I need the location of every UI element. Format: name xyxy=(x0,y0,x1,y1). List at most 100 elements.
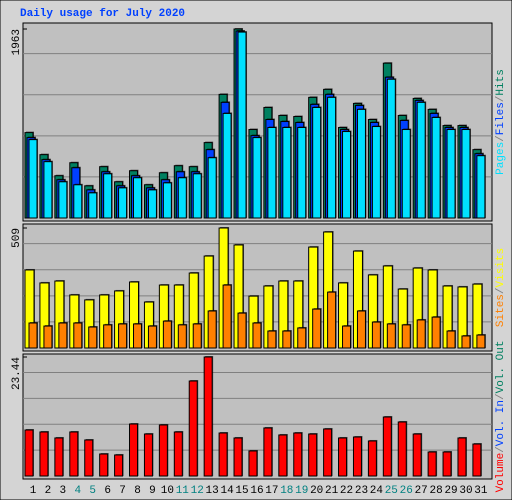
x-tick-label: 30 xyxy=(459,485,472,497)
bar xyxy=(43,161,53,219)
x-tick-label: 7 xyxy=(119,485,126,497)
legend: Pages/Files/Hits xyxy=(495,69,507,175)
chart-title: Daily usage for July 2020 xyxy=(20,8,185,20)
bar xyxy=(103,324,113,349)
bar xyxy=(207,310,217,349)
bar xyxy=(24,429,34,477)
bar xyxy=(308,433,318,477)
x-tick-label: 21 xyxy=(325,485,339,497)
bar xyxy=(188,380,198,477)
bar xyxy=(222,112,232,219)
bar xyxy=(162,182,172,219)
bar xyxy=(158,424,168,477)
bar xyxy=(143,433,153,477)
x-tick-label: 9 xyxy=(149,485,156,497)
bar xyxy=(401,324,411,349)
x-tick-label: 18 xyxy=(280,485,293,497)
x-tick-label: 13 xyxy=(206,485,219,497)
x-tick-label: 14 xyxy=(220,485,234,497)
bar xyxy=(431,116,441,219)
bar xyxy=(267,126,277,219)
y-tick-label: 1963 xyxy=(11,29,23,55)
bar xyxy=(173,431,183,477)
x-tick-label: 6 xyxy=(104,485,111,497)
bar xyxy=(356,108,366,219)
y-tick-label: 509 xyxy=(11,228,23,248)
x-tick-label: 25 xyxy=(385,485,398,497)
bar xyxy=(88,326,98,349)
legend-entry: Hits xyxy=(495,69,507,95)
legend-entry: Visits xyxy=(495,248,507,288)
bar xyxy=(118,187,128,219)
legend-entry: Volume xyxy=(495,453,507,493)
bar xyxy=(371,126,381,219)
legend: Sites/Visits xyxy=(495,248,507,327)
bar xyxy=(118,323,128,349)
bar xyxy=(192,173,202,219)
bar xyxy=(427,451,437,477)
legend-separator: / xyxy=(495,287,507,294)
x-tick-label: 17 xyxy=(265,485,278,497)
bar xyxy=(147,325,157,349)
legend-entry: Pages xyxy=(495,142,507,175)
bar xyxy=(248,450,258,477)
bar xyxy=(416,101,426,219)
bar xyxy=(416,319,426,349)
bar xyxy=(252,322,262,349)
legend-entry: Files xyxy=(495,102,507,135)
bar xyxy=(342,131,352,219)
bar xyxy=(28,322,38,349)
x-tick-label: 23 xyxy=(355,485,368,497)
bar xyxy=(386,323,396,349)
x-tick-label: 5 xyxy=(89,485,96,497)
x-tick-label: 3 xyxy=(60,485,67,497)
x-tick-label: 4 xyxy=(74,485,81,497)
x-tick-label: 22 xyxy=(340,485,353,497)
bar xyxy=(397,421,407,477)
bar xyxy=(323,428,333,477)
bar xyxy=(218,432,228,477)
x-tick-label: 12 xyxy=(191,485,204,497)
x-tick-label: 8 xyxy=(134,485,141,497)
x-tick-label: 16 xyxy=(250,485,263,497)
x-tick-label: 29 xyxy=(444,485,457,497)
bar xyxy=(69,431,79,477)
bar xyxy=(412,433,422,477)
bar xyxy=(446,330,456,349)
y-tick-label: 23.44 xyxy=(11,357,23,390)
bar xyxy=(293,432,303,477)
bar xyxy=(461,335,471,349)
bar xyxy=(162,320,172,349)
bar xyxy=(282,126,292,219)
bar xyxy=(401,129,411,219)
bar xyxy=(472,443,482,477)
bar xyxy=(371,321,381,349)
bar xyxy=(73,322,83,349)
bar xyxy=(312,308,322,349)
legend: Volume/Vol. In/Vol. Out xyxy=(495,341,507,493)
bar xyxy=(461,129,471,219)
bar xyxy=(442,451,452,477)
x-tick-label: 10 xyxy=(161,485,174,497)
x-tick-label: 11 xyxy=(176,485,190,497)
x-tick-label: 19 xyxy=(295,485,308,497)
bar xyxy=(43,325,53,349)
x-tick-label: 15 xyxy=(235,485,248,497)
bar xyxy=(252,137,262,219)
x-tick-label: 2 xyxy=(45,485,52,497)
bar xyxy=(39,431,49,477)
legend-entry: Sites xyxy=(495,294,507,327)
bar xyxy=(327,291,337,349)
x-tick-label: 24 xyxy=(370,485,384,497)
bar xyxy=(457,437,467,477)
bar xyxy=(88,192,98,219)
bar xyxy=(446,129,456,219)
legend-separator: / xyxy=(495,135,507,142)
legend-separator: / xyxy=(495,96,507,103)
bar xyxy=(237,312,247,349)
x-tick-label: 28 xyxy=(430,485,443,497)
bar xyxy=(297,327,307,349)
bar xyxy=(99,453,109,477)
bar xyxy=(192,323,202,349)
